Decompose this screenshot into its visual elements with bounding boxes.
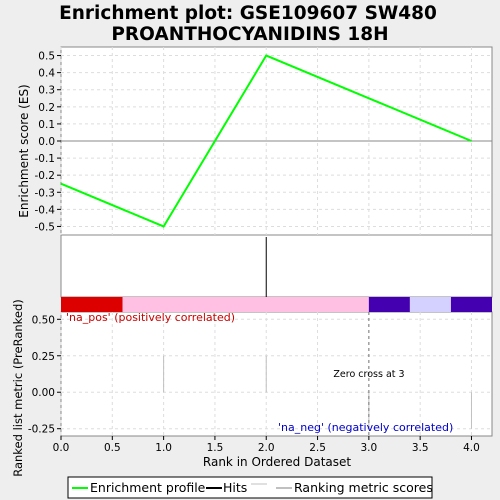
- x-axis-ticks: 0.0 0.5 1.0 1.5 2.0 2.5 3.0 3.5 4.0: [53, 436, 480, 454]
- es-tick-label: 0.2: [38, 102, 55, 114]
- metric-y-axis-label: Ranked list metric (PreRanked): [11, 299, 25, 477]
- x-tick-label: 4.0: [463, 442, 480, 454]
- es-tick-label: 0.0: [38, 136, 55, 148]
- x-tick-label: 3.5: [412, 442, 429, 454]
- es-grid: [60, 47, 492, 235]
- chart-title-line1: Enrichment plot: GSE109607 SW480: [59, 3, 437, 24]
- es-tick-label: 0.1: [38, 119, 55, 131]
- es-tick-label: -0.5: [35, 221, 56, 233]
- x-tick-label: 0.5: [104, 442, 121, 454]
- x-tick-label: 3.0: [361, 442, 378, 454]
- legend-item-hits: Hits: [223, 480, 247, 495]
- color-bar-segment: [122, 297, 369, 312]
- es-tick-label: 0.4: [38, 68, 55, 80]
- metric-y-ticks: 0.50 0.25 0.00 -0.25: [28, 314, 61, 436]
- color-bar-segment: [409, 297, 451, 312]
- x-tick-label: 2.0: [258, 442, 275, 454]
- rank-color-bar: [61, 297, 492, 312]
- metric-panel: [60, 311, 493, 437]
- color-bar-segment: [61, 297, 123, 312]
- legend-item-metric: Ranking metric scores: [294, 480, 433, 495]
- pos-correlated-label: 'na_pos' (positively correlated): [66, 311, 235, 324]
- es-tick-label: -0.1: [35, 153, 56, 165]
- legend-box: [67, 476, 433, 499]
- es-tick-label: -0.2: [35, 170, 56, 182]
- zero-cross-label: Zero cross at 3: [333, 369, 404, 380]
- es-tick-label: 0.5: [38, 51, 55, 63]
- color-bar-segment: [368, 297, 410, 312]
- es-tick-label: 0.3: [38, 85, 55, 97]
- metric-bars: [163, 312, 472, 436]
- x-axis-label: Rank in Ordered Dataset: [203, 455, 351, 469]
- metric-tick-label: 0.00: [32, 387, 55, 399]
- es-line: [60, 54, 472, 228]
- x-tick-label: 2.5: [309, 442, 326, 454]
- es-tick-label: -0.4: [35, 204, 56, 216]
- es-y-axis-label: Enrichment score (ES): [17, 84, 31, 217]
- legend-item-es: Enrichment profile: [90, 480, 206, 495]
- neg-correlated-label: 'na_neg' (negatively correlated): [278, 421, 453, 434]
- color-bar-segment: [450, 297, 492, 312]
- metric-tick-label: 0.50: [32, 314, 55, 326]
- es-tick-label: -0.3: [35, 187, 56, 199]
- es-series: [60, 54, 472, 228]
- metric-tick-label: -0.25: [28, 424, 55, 436]
- chart-title-line2: PROANTHOCYANIDINS 18H: [111, 24, 388, 45]
- metric-tick-label: 0.25: [32, 351, 55, 363]
- x-tick-label: 1.5: [207, 442, 224, 454]
- x-tick-label: 1.0: [155, 442, 172, 454]
- x-tick-label: 0.0: [53, 442, 70, 454]
- hits-panel: [60, 234, 493, 298]
- es-y-ticks: 0.5 0.4 0.3 0.2 0.1 0.0 -0.1 -0.2 -0.3 -0.4 -0.5: [35, 51, 61, 233]
